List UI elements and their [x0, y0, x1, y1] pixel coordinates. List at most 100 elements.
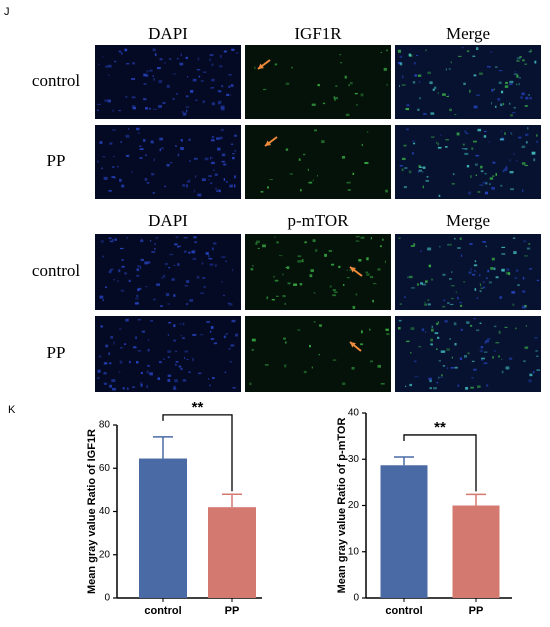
cell-signal	[149, 372, 153, 376]
cell-signal	[197, 57, 200, 61]
cell-signal	[138, 287, 142, 290]
cell-signal	[489, 177, 494, 180]
cell-signal	[221, 160, 225, 163]
cell-signal	[125, 63, 130, 65]
arrow-head	[258, 63, 264, 69]
cell-signal	[516, 160, 518, 162]
cell-signal	[201, 262, 204, 265]
cell-signal	[100, 240, 104, 243]
y-tick-label: 60	[99, 463, 111, 474]
cell-signal	[412, 81, 416, 84]
y-tick-label: 40	[348, 408, 360, 419]
cell-signal	[466, 165, 470, 168]
cell-signal	[500, 103, 503, 107]
cell-signal	[366, 131, 369, 133]
y-tick-label: 80	[99, 420, 111, 431]
cell-signal	[144, 178, 148, 181]
cell-signal	[514, 71, 517, 73]
cell-signal	[498, 70, 503, 72]
cell-signal	[449, 338, 451, 340]
cell-signal	[383, 67, 387, 71]
cell-signal	[472, 273, 476, 276]
cell-signal	[120, 289, 125, 292]
cell-signal	[221, 256, 226, 258]
x-tick-label: PP	[225, 605, 240, 617]
cell-signal	[352, 172, 355, 175]
column-label: Merge	[446, 24, 490, 43]
cell-signal	[536, 140, 538, 143]
cell-signal	[405, 385, 407, 387]
cell-signal	[236, 52, 239, 54]
cell-signal	[502, 169, 505, 173]
y-tick-label: 30	[348, 454, 360, 465]
cell-signal	[501, 130, 503, 133]
cell-signal	[369, 275, 374, 279]
cell-signal	[132, 106, 137, 110]
cell-signal	[403, 296, 406, 298]
cell-signal	[334, 98, 336, 102]
cell-signal	[150, 140, 154, 144]
cell-signal	[207, 255, 210, 258]
cell-signal	[377, 268, 381, 271]
cell-signal	[137, 350, 142, 352]
cell-signal	[109, 142, 113, 145]
cell-signal	[535, 350, 538, 352]
cell-signal	[211, 78, 215, 82]
cell-signal	[418, 164, 421, 168]
cell-signal	[304, 241, 307, 244]
cell-signal	[200, 80, 204, 82]
cell-signal	[118, 269, 121, 273]
cell-signal	[146, 385, 149, 389]
cell-signal	[283, 337, 286, 340]
cell-signal	[418, 169, 422, 172]
cell-signal	[500, 184, 503, 187]
cell-signal	[331, 263, 335, 266]
cell-signal	[121, 259, 124, 261]
cell-signal	[322, 102, 326, 105]
cell-signal	[289, 173, 293, 175]
cell-signal	[465, 132, 469, 135]
cell-signal	[232, 386, 236, 389]
cell-signal	[509, 159, 511, 162]
x-tick-label: control	[385, 605, 422, 617]
cell-signal	[450, 297, 454, 300]
cell-signal	[97, 377, 100, 379]
cell-signal	[483, 351, 488, 353]
cell-signal	[151, 251, 156, 253]
cell-signal	[219, 90, 222, 93]
cell-signal	[457, 247, 461, 249]
cell-signal	[173, 324, 176, 328]
cell-signal	[278, 255, 283, 257]
cell-signal	[436, 322, 439, 325]
cell-signal	[180, 367, 183, 371]
cell-signal	[250, 268, 254, 271]
y-tick-label: 20	[99, 549, 111, 560]
cell-signal	[321, 140, 325, 144]
cell-signal	[101, 167, 103, 170]
cell-signal	[332, 359, 337, 361]
cell-signal	[210, 87, 214, 89]
cell-signal	[472, 140, 477, 143]
cell-signal	[530, 49, 532, 53]
cell-signal	[175, 363, 177, 366]
cell-signal	[332, 289, 337, 291]
cell-signal	[403, 186, 407, 189]
cell-signal	[231, 319, 236, 323]
cell-signal	[208, 175, 212, 177]
cell-signal	[214, 173, 218, 176]
cell-signal	[153, 158, 155, 162]
cell-signal	[211, 63, 214, 66]
cell-signal	[487, 269, 490, 273]
cell-signal	[162, 101, 166, 104]
cell-signal	[438, 376, 440, 379]
cell-signal	[318, 354, 320, 356]
cell-signal	[398, 319, 402, 322]
cell-signal	[175, 236, 179, 238]
cell-signal	[137, 265, 141, 268]
cell-signal	[516, 59, 520, 62]
cell-signal	[411, 152, 414, 155]
cell-signal	[316, 175, 318, 177]
cell-signal	[352, 305, 356, 309]
cell-signal	[211, 161, 215, 165]
cell-signal	[154, 53, 157, 57]
